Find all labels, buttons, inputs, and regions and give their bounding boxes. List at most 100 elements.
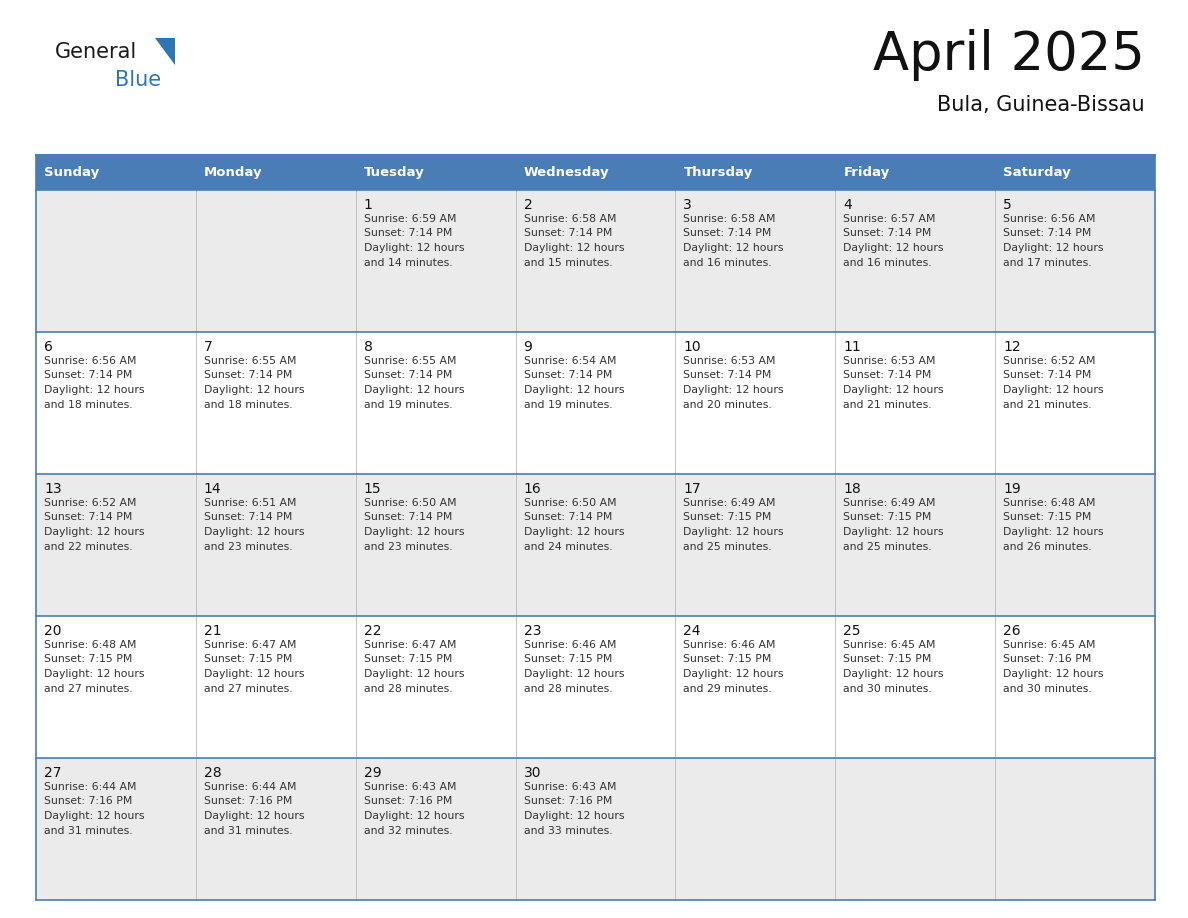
Text: Daylight: 12 hours: Daylight: 12 hours [524, 811, 624, 821]
Text: 6: 6 [44, 340, 53, 354]
Text: Sunrise: 6:58 AM: Sunrise: 6:58 AM [683, 214, 776, 224]
Text: Monday: Monday [204, 166, 263, 179]
Text: and 21 minutes.: and 21 minutes. [1003, 399, 1092, 409]
Text: Daylight: 12 hours: Daylight: 12 hours [524, 669, 624, 679]
Text: Sunset: 7:16 PM: Sunset: 7:16 PM [44, 797, 132, 807]
Text: 19: 19 [1003, 482, 1020, 496]
Text: 22: 22 [364, 624, 381, 638]
Text: Daylight: 12 hours: Daylight: 12 hours [204, 527, 304, 537]
Text: Sunset: 7:14 PM: Sunset: 7:14 PM [683, 371, 772, 380]
Text: Daylight: 12 hours: Daylight: 12 hours [843, 527, 943, 537]
Text: Sunrise: 6:53 AM: Sunrise: 6:53 AM [683, 356, 776, 366]
Text: and 33 minutes.: and 33 minutes. [524, 825, 612, 835]
Text: 14: 14 [204, 482, 221, 496]
Text: Sunrise: 6:56 AM: Sunrise: 6:56 AM [44, 356, 137, 366]
Text: 13: 13 [44, 482, 62, 496]
Text: 28: 28 [204, 766, 221, 780]
Text: Daylight: 12 hours: Daylight: 12 hours [524, 527, 624, 537]
Text: Sunset: 7:16 PM: Sunset: 7:16 PM [1003, 655, 1092, 665]
Text: Sunset: 7:14 PM: Sunset: 7:14 PM [524, 512, 612, 522]
FancyBboxPatch shape [36, 474, 1155, 616]
Text: Sunset: 7:15 PM: Sunset: 7:15 PM [204, 655, 292, 665]
Text: Sunset: 7:14 PM: Sunset: 7:14 PM [683, 229, 772, 239]
Text: Blue: Blue [115, 70, 162, 90]
Text: Daylight: 12 hours: Daylight: 12 hours [204, 385, 304, 395]
Text: 25: 25 [843, 624, 861, 638]
Text: 24: 24 [683, 624, 701, 638]
Text: Sunrise: 6:55 AM: Sunrise: 6:55 AM [364, 356, 456, 366]
Text: Sunrise: 6:45 AM: Sunrise: 6:45 AM [843, 640, 936, 650]
Text: and 19 minutes.: and 19 minutes. [364, 399, 453, 409]
Text: 30: 30 [524, 766, 541, 780]
Text: Sunrise: 6:59 AM: Sunrise: 6:59 AM [364, 214, 456, 224]
Text: Daylight: 12 hours: Daylight: 12 hours [1003, 385, 1104, 395]
Text: Sunrise: 6:49 AM: Sunrise: 6:49 AM [843, 498, 936, 508]
Text: Sunrise: 6:47 AM: Sunrise: 6:47 AM [364, 640, 456, 650]
Text: 23: 23 [524, 624, 541, 638]
Text: Sunrise: 6:58 AM: Sunrise: 6:58 AM [524, 214, 617, 224]
Text: Sunset: 7:15 PM: Sunset: 7:15 PM [683, 512, 772, 522]
Text: Sunrise: 6:43 AM: Sunrise: 6:43 AM [524, 782, 617, 792]
Text: and 19 minutes.: and 19 minutes. [524, 399, 612, 409]
Text: Daylight: 12 hours: Daylight: 12 hours [364, 243, 465, 253]
Text: Daylight: 12 hours: Daylight: 12 hours [683, 243, 784, 253]
Text: Sunrise: 6:44 AM: Sunrise: 6:44 AM [44, 782, 137, 792]
Text: Sunrise: 6:52 AM: Sunrise: 6:52 AM [1003, 356, 1095, 366]
Text: Daylight: 12 hours: Daylight: 12 hours [843, 243, 943, 253]
Text: Sunrise: 6:45 AM: Sunrise: 6:45 AM [1003, 640, 1095, 650]
FancyBboxPatch shape [36, 190, 1155, 332]
Text: Daylight: 12 hours: Daylight: 12 hours [524, 385, 624, 395]
Text: Daylight: 12 hours: Daylight: 12 hours [843, 669, 943, 679]
Text: and 31 minutes.: and 31 minutes. [204, 825, 292, 835]
Text: Wednesday: Wednesday [524, 166, 609, 179]
Text: General: General [55, 42, 138, 62]
Text: Sunset: 7:14 PM: Sunset: 7:14 PM [1003, 371, 1092, 380]
Text: Daylight: 12 hours: Daylight: 12 hours [1003, 669, 1104, 679]
Polygon shape [154, 38, 175, 65]
Text: Sunset: 7:14 PM: Sunset: 7:14 PM [44, 371, 132, 380]
Text: and 15 minutes.: and 15 minutes. [524, 258, 612, 267]
Text: and 28 minutes.: and 28 minutes. [364, 684, 453, 693]
Text: Daylight: 12 hours: Daylight: 12 hours [364, 811, 465, 821]
Text: Sunset: 7:16 PM: Sunset: 7:16 PM [524, 797, 612, 807]
Text: Sunrise: 6:55 AM: Sunrise: 6:55 AM [204, 356, 296, 366]
Text: Sunrise: 6:48 AM: Sunrise: 6:48 AM [44, 640, 137, 650]
Text: 15: 15 [364, 482, 381, 496]
FancyBboxPatch shape [36, 616, 1155, 758]
Text: 10: 10 [683, 340, 701, 354]
Text: Sunset: 7:15 PM: Sunset: 7:15 PM [364, 655, 453, 665]
Text: Daylight: 12 hours: Daylight: 12 hours [683, 669, 784, 679]
FancyBboxPatch shape [36, 155, 1155, 190]
Text: Sunset: 7:14 PM: Sunset: 7:14 PM [204, 371, 292, 380]
Text: Sunset: 7:14 PM: Sunset: 7:14 PM [204, 512, 292, 522]
Text: and 32 minutes.: and 32 minutes. [364, 825, 453, 835]
Text: Daylight: 12 hours: Daylight: 12 hours [204, 811, 304, 821]
Text: Daylight: 12 hours: Daylight: 12 hours [204, 669, 304, 679]
Text: Sunrise: 6:44 AM: Sunrise: 6:44 AM [204, 782, 296, 792]
Text: and 23 minutes.: and 23 minutes. [204, 542, 292, 552]
Text: 1: 1 [364, 198, 373, 212]
Text: Daylight: 12 hours: Daylight: 12 hours [44, 669, 145, 679]
Text: 8: 8 [364, 340, 373, 354]
Text: and 29 minutes.: and 29 minutes. [683, 684, 772, 693]
Text: 18: 18 [843, 482, 861, 496]
Text: and 22 minutes.: and 22 minutes. [44, 542, 133, 552]
Text: Daylight: 12 hours: Daylight: 12 hours [44, 811, 145, 821]
Text: and 26 minutes.: and 26 minutes. [1003, 542, 1092, 552]
Text: Daylight: 12 hours: Daylight: 12 hours [364, 669, 465, 679]
Text: Sunset: 7:15 PM: Sunset: 7:15 PM [1003, 512, 1092, 522]
Text: and 25 minutes.: and 25 minutes. [683, 542, 772, 552]
Text: 16: 16 [524, 482, 542, 496]
Text: and 27 minutes.: and 27 minutes. [204, 684, 292, 693]
Text: Sunrise: 6:50 AM: Sunrise: 6:50 AM [524, 498, 617, 508]
Text: 9: 9 [524, 340, 532, 354]
Text: Sunrise: 6:47 AM: Sunrise: 6:47 AM [204, 640, 296, 650]
Text: and 16 minutes.: and 16 minutes. [843, 258, 931, 267]
Text: Daylight: 12 hours: Daylight: 12 hours [364, 527, 465, 537]
Text: Daylight: 12 hours: Daylight: 12 hours [1003, 243, 1104, 253]
Text: and 30 minutes.: and 30 minutes. [1003, 684, 1092, 693]
Text: Sunset: 7:14 PM: Sunset: 7:14 PM [364, 229, 453, 239]
Text: 7: 7 [204, 340, 213, 354]
Text: Friday: Friday [843, 166, 890, 179]
Text: Sunset: 7:14 PM: Sunset: 7:14 PM [364, 371, 453, 380]
